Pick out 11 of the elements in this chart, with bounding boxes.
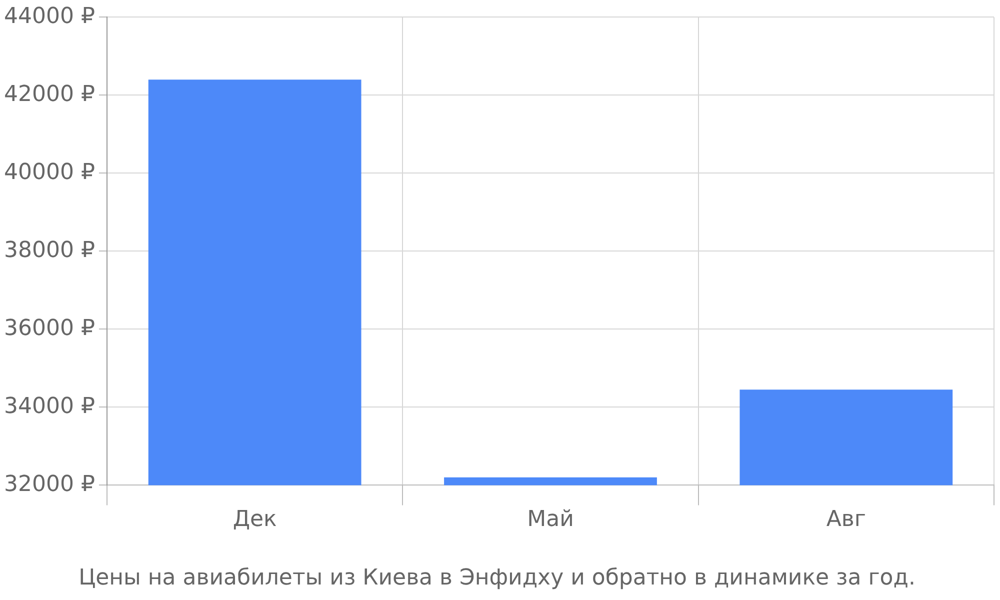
y-tick-label: 36000 ₽	[4, 316, 95, 341]
y-tick-label: 44000 ₽	[4, 4, 95, 29]
y-tick-label: 32000 ₽	[4, 472, 95, 497]
x-tick-label: Дек	[232, 507, 277, 532]
y-tick-label: 38000 ₽	[4, 238, 95, 263]
y-tick-label: 34000 ₽	[4, 394, 95, 419]
text: Цены на авиабилеты из Киева в Энфидху и обратно в динамике за год.	[78, 566, 916, 591]
y-tick-label: 40000 ₽	[4, 160, 95, 185]
x-tick-label: Авг	[826, 507, 866, 532]
x-tick-label: Май	[527, 507, 574, 532]
y-tick-label: 42000 ₽	[4, 82, 95, 107]
